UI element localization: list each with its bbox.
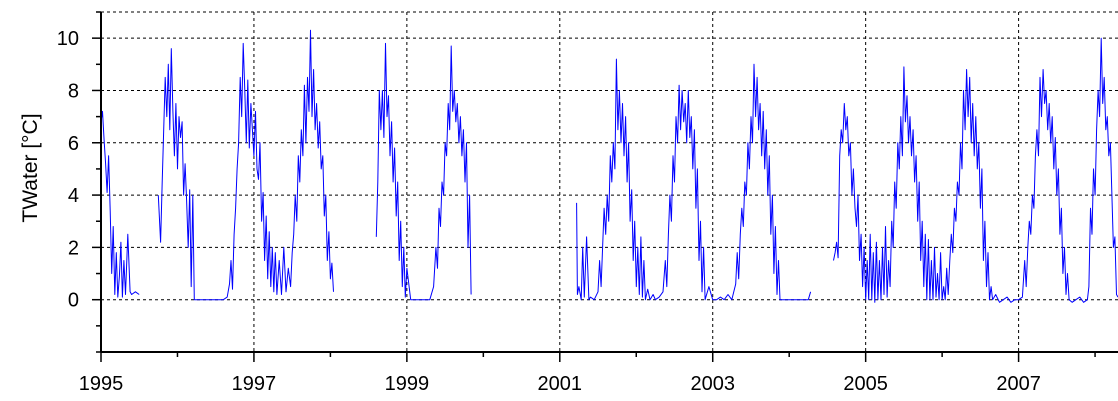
x-tick-label: 2003: [690, 373, 735, 395]
y-tick-label: 6: [68, 133, 79, 155]
x-tick-label: 1997: [232, 373, 277, 395]
series-line: [100, 29, 1118, 303]
x-tick-label: 2007: [996, 373, 1041, 395]
x-tick-label: 1995: [79, 373, 124, 395]
y-tick-label: 2: [68, 237, 79, 259]
x-tick-label: 1999: [385, 373, 430, 395]
y-axis-title: TWater [°C]: [19, 113, 42, 222]
y-tick-label: 10: [57, 28, 79, 50]
series-layer: [100, 29, 1118, 303]
axes: [100, 12, 1118, 353]
y-tick-label: 0: [68, 290, 79, 312]
y-tick-label: 8: [68, 80, 79, 102]
y-tick-label: 4: [68, 185, 79, 207]
x-tick-label: 2005: [843, 373, 888, 395]
ticks: 0 2 4 6 8 10 1995 1997 1999 2001 2003 2005 2007: [57, 11, 1096, 395]
x-tick-label: 2001: [538, 373, 583, 395]
